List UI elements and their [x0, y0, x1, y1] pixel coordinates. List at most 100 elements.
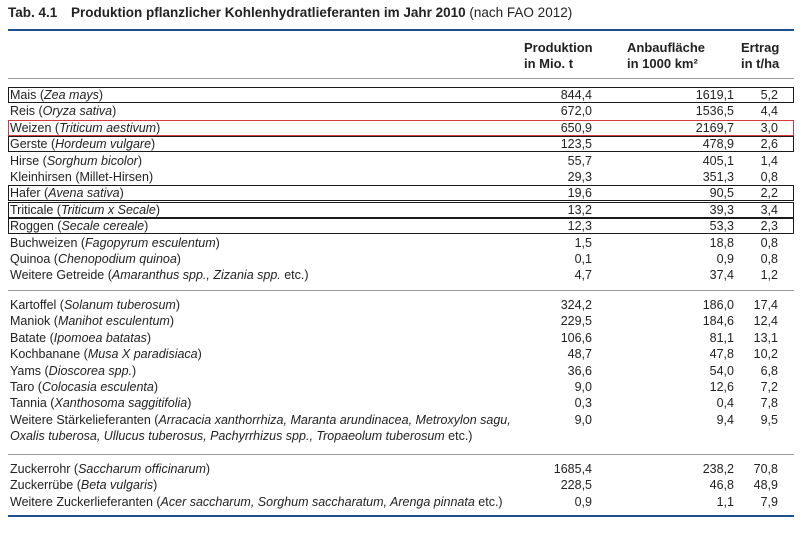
- yield-value: 2,2: [760, 186, 778, 201]
- header-production: Produktion in Mio. t: [524, 40, 593, 72]
- production-value: 0,1: [574, 252, 592, 266]
- scientific-name: Zea mays: [44, 88, 99, 102]
- common-name: Weitere Zuckerlieferanten (: [10, 494, 161, 509]
- yield-value: 48,9: [753, 478, 778, 493]
- table-row: Tannia (Xanthosoma saggitifolia) 0,3 0,4 7,…: [8, 395, 794, 411]
- production-value: 106,6: [560, 330, 592, 345]
- name-suffix: ): [144, 219, 149, 234]
- yield-value: 1,2: [760, 268, 778, 283]
- scientific-name: Acer saccharum, Sorghum saccharatum, Are…: [160, 494, 475, 509]
- common-name: Quinoa (: [10, 252, 58, 266]
- header-area-line2: in 1000 km²: [627, 56, 698, 71]
- scientific-name: Solanum tuberosum: [63, 298, 176, 312]
- production-value: 324,2: [560, 298, 592, 312]
- crop-name: Weitere Getreide (Amaranthus spp., Zizan…: [10, 267, 309, 283]
- table-row: Buchweizen (Fagopyrum esculentum) 1,5 18,8…: [8, 235, 794, 251]
- yield-value: 9,5: [760, 412, 778, 427]
- scientific-name: Oryza sativa: [42, 104, 113, 119]
- scientific-name: Ipomoea batatas: [53, 330, 147, 345]
- common-name: Roggen (: [10, 219, 62, 234]
- yield-value: 70,8: [753, 462, 778, 476]
- group-divider: [8, 290, 794, 291]
- crop-name: Quinoa (Chenopodium quinoa): [10, 251, 181, 267]
- area-value: 405,1: [702, 153, 734, 168]
- area-value: 186,0: [702, 298, 734, 312]
- crop-name: Yams (Dioscorea spp.): [10, 363, 136, 379]
- name-suffix: ): [187, 396, 192, 411]
- name-suffix: ): [153, 478, 158, 493]
- production-value: 36,6: [567, 363, 592, 378]
- area-value: 47,8: [709, 347, 734, 362]
- common-name: Hafer (: [10, 186, 49, 201]
- production-value: 228,5: [560, 478, 592, 493]
- scientific-name: Dioscorea spp.: [48, 363, 133, 378]
- header-yield: Ertrag in t/ha: [741, 40, 779, 72]
- area-value: 54,0: [709, 363, 734, 378]
- production-value: 650,9: [560, 120, 592, 135]
- table-row: Yams (Dioscorea spp.) 36,6 54,0 6,8: [8, 363, 794, 379]
- header-area-line1: Anbaufläche: [627, 40, 706, 55]
- scientific-name: Secale cereale: [61, 219, 145, 234]
- name-suffix: ): [153, 380, 158, 394]
- crop-name: Kochbanane (Musa X paradisiaca): [10, 346, 202, 362]
- common-name: Tannia (: [10, 396, 55, 411]
- crop-name: Weitere Zuckerlieferanten (Acer saccharu…: [10, 494, 503, 510]
- table-row: Weitere Stärkelieferanten (Arracacia xan…: [8, 412, 794, 444]
- crop-name: Buchweizen (Fagopyrum esculentum): [10, 235, 220, 251]
- name-suffix: ): [119, 186, 124, 201]
- table-source: (nach FAO 2012): [469, 5, 573, 20]
- name-suffix: etc.): [444, 428, 473, 443]
- table-row: Weitere Getreide (Amaranthus spp., Zizan…: [8, 267, 794, 283]
- yield-value: 1,4: [760, 153, 778, 168]
- table-row: Weizen (Triticum aestivum) 650,9 2169,7 3,0: [8, 119, 794, 136]
- crop-name: Tannia (Xanthosoma saggitifolia): [10, 395, 191, 411]
- scientific-name: Fagopyrum esculentum: [85, 235, 216, 250]
- scientific-name-cont: Oxalis tuberosa, Ullucus tuberosus, Pach…: [10, 428, 445, 443]
- common-name: Buchweizen (: [10, 235, 86, 250]
- common-name: Hirse (: [10, 153, 47, 168]
- yield-value: 2,3: [760, 219, 778, 234]
- area-value: 37,4: [709, 268, 734, 283]
- production-value: 55,7: [567, 153, 592, 168]
- area-value: 0,9: [716, 252, 734, 266]
- name-suffix: ): [197, 347, 202, 362]
- table-row: Gerste (Hordeum vulgare) 123,5 478,9 2,6: [8, 136, 794, 153]
- area-value: 1619,1: [695, 88, 734, 102]
- common-name: Mais (: [10, 88, 45, 102]
- header-yield-line2: in t/ha: [741, 56, 780, 71]
- scientific-name: Manihot esculentum: [57, 314, 170, 329]
- alternate-name: Millet-Hirsen: [79, 170, 149, 184]
- crop-name: Hafer (Avena sativa): [10, 185, 124, 201]
- yield-value: 17,4: [753, 298, 778, 312]
- production-value: 4,7: [574, 268, 592, 283]
- scientific-name: Amaranthus spp., Zizania spp.: [111, 268, 281, 283]
- table-number: Tab. 4.1: [8, 5, 58, 20]
- common-name: Batate (: [10, 330, 54, 345]
- area-value: 53,3: [709, 219, 734, 234]
- production-value: 844,4: [560, 88, 592, 102]
- name-suffix: ): [205, 462, 211, 476]
- header-yield-line1: Ertrag: [741, 40, 780, 55]
- name-suffix: ): [169, 314, 174, 329]
- yield-value: 0,8: [760, 252, 778, 266]
- scientific-name: Colocasia esculenta: [41, 380, 154, 394]
- yield-value: 0,8: [760, 170, 778, 184]
- common-name: Weitere Getreide (: [10, 268, 112, 283]
- production-value: 123,5: [560, 137, 592, 152]
- common-name: Taro (: [10, 380, 42, 394]
- common-name: Yams (: [10, 363, 49, 378]
- area-value: 1536,5: [695, 104, 734, 119]
- yield-value: 12,4: [753, 314, 778, 329]
- bottom-rule: [8, 515, 794, 517]
- name-suffix: ): [148, 170, 154, 184]
- production-value: 672,0: [560, 104, 592, 119]
- crop-name: Roggen (Secale cereale): [10, 218, 148, 234]
- table-row: Maniok (Manihot esculentum) 229,5 184,6 12,…: [8, 313, 794, 329]
- common-name: Zuckerrübe (: [10, 478, 81, 493]
- table-row: Hirse (Sorghum bicolor) 55,7 405,1 1,4: [8, 153, 794, 169]
- area-value: 81,1: [709, 330, 734, 345]
- yield-value: 5,2: [760, 88, 778, 102]
- yield-value: 6,8: [760, 363, 778, 378]
- header-production-line1: Produktion: [524, 40, 593, 55]
- production-value: 29,3: [567, 170, 592, 184]
